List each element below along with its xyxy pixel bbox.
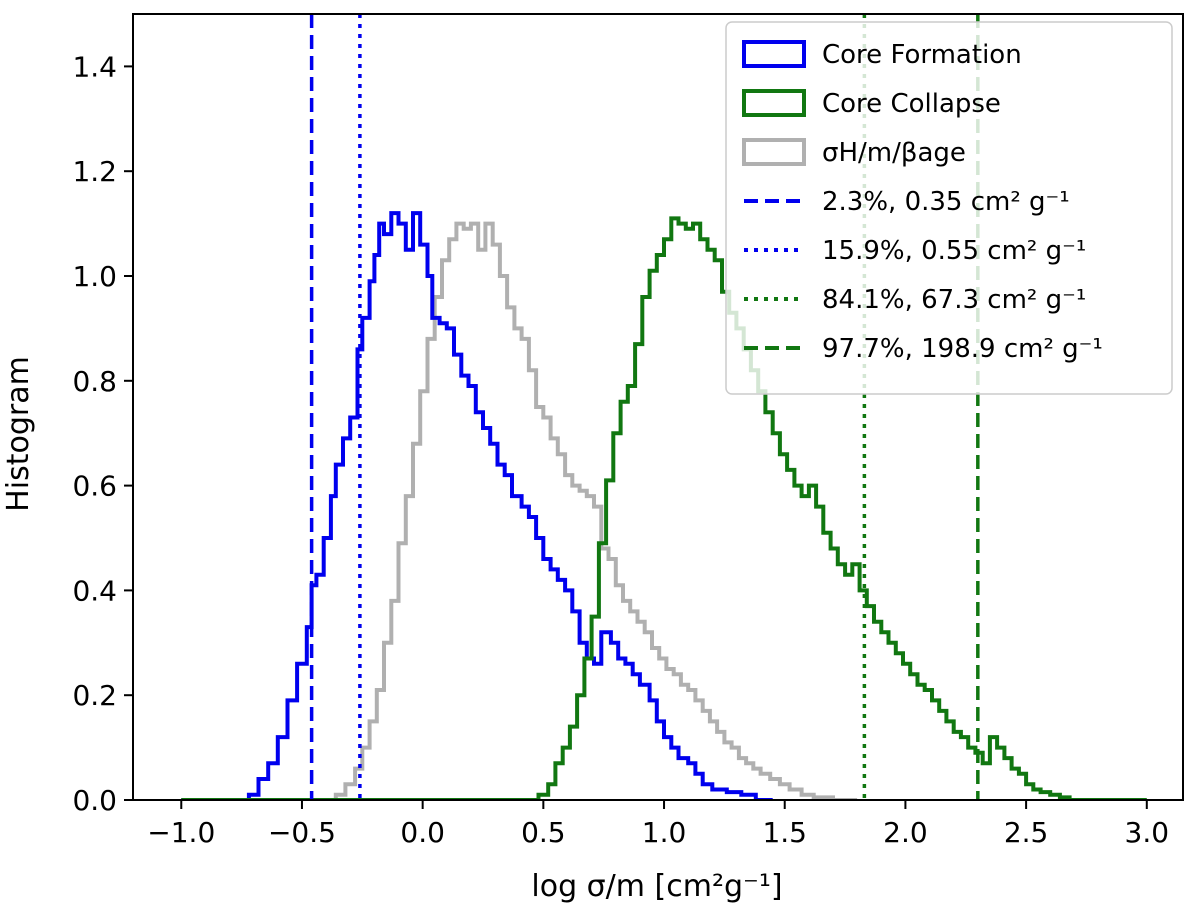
legend-label: 15.9%, 0.55 cm² g⁻¹ <box>822 236 1086 266</box>
y-tick-label: 1.0 <box>72 260 117 293</box>
legend-entry: Core Formation <box>742 40 1022 70</box>
y-tick-label: 1.2 <box>72 155 117 188</box>
legend-label: Core Formation <box>822 40 1022 70</box>
series-core-formation <box>181 211 773 800</box>
x-tick-label: 3.0 <box>1125 816 1170 849</box>
x-tick-label: 2.5 <box>1004 816 1049 849</box>
y-tick-label: 1.4 <box>72 50 117 83</box>
x-tick-label: 1.5 <box>762 816 807 849</box>
legend-entry: 15.9%, 0.55 cm² g⁻¹ <box>744 236 1086 266</box>
y-tick-label: 0.6 <box>72 470 117 503</box>
y-tick-label: 0.0 <box>72 784 117 817</box>
y-tick-label: 0.8 <box>72 365 117 398</box>
legend-entry: 2.3%, 0.35 cm² g⁻¹ <box>744 187 1070 217</box>
plot-frame <box>132 13 1184 801</box>
axes: −1.0 −0.5 0.0 0.5 1.0 1.5 2.0 2.5 3.0 0.0 0.2 0.4 0.… <box>72 13 1184 849</box>
legend: Core Formation Core Collapse σH/m/βage 2.3%… <box>725 21 1173 395</box>
legend-entry: 84.1%, 67.3 cm² g⁻¹ <box>744 285 1086 315</box>
legend-label: Core Collapse <box>822 89 1001 119</box>
series--h-m-age <box>181 221 858 800</box>
x-tick-label: −1.0 <box>147 816 215 849</box>
x-tick-label: 2.0 <box>883 816 928 849</box>
x-tick-label: 0.5 <box>521 816 566 849</box>
legend-label: 2.3%, 0.35 cm² g⁻¹ <box>822 187 1070 217</box>
x-tick-label: 0.0 <box>400 816 445 849</box>
y-tick-label: 0.2 <box>72 679 117 712</box>
legend-label: 97.7%, 198.9 cm² g⁻¹ <box>822 334 1103 364</box>
legend-entry: 97.7%, 198.9 cm² g⁻¹ <box>744 334 1103 364</box>
y-axis-label: Histogram <box>1 356 36 512</box>
legend-entry: σH/m/βage <box>742 138 966 168</box>
legend-label: 84.1%, 67.3 cm² g⁻¹ <box>822 285 1086 315</box>
legend-swatch <box>742 138 806 166</box>
legend-swatch <box>742 89 806 117</box>
x-axis-label: log σ/m [cm²g⁻¹] <box>531 869 782 904</box>
legend-swatch <box>742 40 806 68</box>
x-tick-label: 1.0 <box>642 816 687 849</box>
y-tick-label: 0.4 <box>72 574 117 607</box>
legend-box <box>725 21 1173 395</box>
x-tick-label: −0.5 <box>268 816 336 849</box>
legend-label: σH/m/βage <box>822 138 966 168</box>
legend-entry: Core Collapse <box>742 89 1001 119</box>
